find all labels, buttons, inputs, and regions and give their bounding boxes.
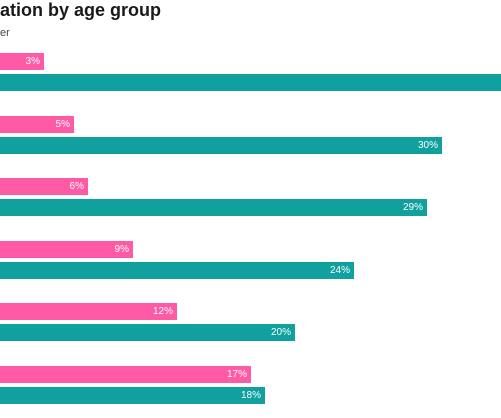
series-b-bar: 29% [0, 199, 427, 216]
bar-value-label: 20% [270, 327, 291, 338]
series-a-bar: 3% [0, 53, 44, 70]
series-a-bar: 17% [0, 366, 251, 383]
bar-value-label: 30% [417, 140, 438, 151]
series-b-bar [0, 74, 501, 91]
series-b-bar: 18% [0, 387, 265, 404]
bar-value-label: 18% [240, 390, 261, 401]
bar-value-label: 9% [114, 244, 129, 255]
bar-value-label: 29% [402, 202, 423, 213]
series-a-bar: 6% [0, 178, 88, 195]
bar-value-label: 3% [25, 56, 40, 67]
bar-value-label: 6% [69, 181, 84, 192]
chart-title: ation by age group [0, 0, 162, 20]
series-a-bar: 12% [0, 303, 177, 320]
chart-subtitle: er [0, 27, 10, 39]
series-a-bar: 9% [0, 241, 133, 258]
bar-value-label: 12% [152, 306, 173, 317]
bar-value-label: 17% [226, 369, 247, 380]
series-a-bar: 5% [0, 116, 74, 133]
bar-value-label: 24% [329, 265, 350, 276]
bar-value-label: 5% [55, 119, 70, 130]
series-b-bar: 24% [0, 262, 354, 279]
series-b-bar: 20% [0, 324, 295, 341]
series-b-bar: 30% [0, 137, 442, 154]
